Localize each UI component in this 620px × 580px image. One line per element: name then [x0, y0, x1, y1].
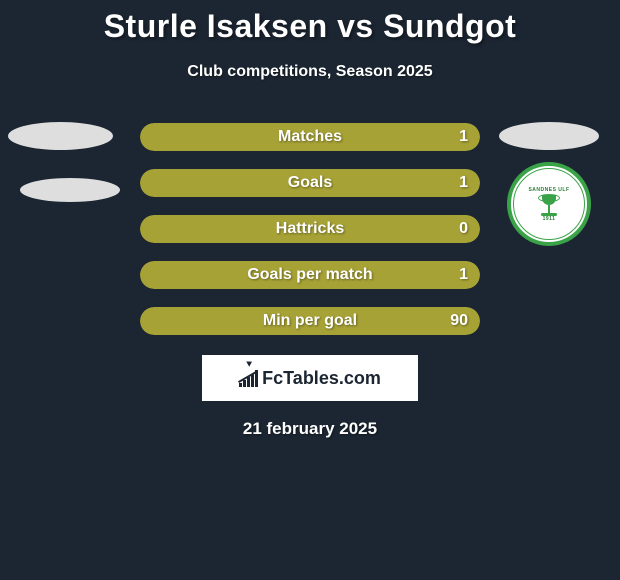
- stat-bar: Min per goal 90: [140, 307, 480, 335]
- logo-bar: [251, 374, 254, 387]
- logo-bar: [247, 377, 250, 387]
- stat-bar: Matches 1: [140, 123, 480, 151]
- club-badge: SANDNES ULF 1911: [507, 162, 591, 246]
- page-title: Sturle Isaksen vs Sundgot: [0, 0, 620, 45]
- stat-bar: Hattricks 0: [140, 215, 480, 243]
- stat-label: Goals per match: [247, 266, 372, 284]
- stat-bar: Goals 1: [140, 169, 480, 197]
- ellipse-shape: [20, 178, 120, 202]
- stat-value: 90: [450, 312, 468, 330]
- stat-fill-left: [140, 123, 290, 151]
- stat-bar: Goals per match 1: [140, 261, 480, 289]
- chart-icon: [239, 369, 258, 387]
- stat-value: 1: [459, 174, 468, 192]
- stat-label: Goals: [288, 174, 332, 192]
- logo-text: FcTables.com: [262, 368, 381, 389]
- right-badge-group: SANDNES ULF 1911: [499, 122, 599, 246]
- stat-fill-left: [140, 169, 300, 197]
- stat-value: 1: [459, 128, 468, 146]
- logo-bar: [239, 383, 242, 387]
- stat-label: Matches: [278, 128, 342, 146]
- footer-date: 21 february 2025: [0, 419, 620, 439]
- ellipse-shape: [499, 122, 599, 150]
- trophy-icon: [542, 195, 556, 205]
- ellipse-shape: [8, 122, 113, 150]
- subtitle: Club competitions, Season 2025: [0, 63, 620, 81]
- logo-bar: [243, 380, 246, 387]
- stat-value: 1: [459, 266, 468, 284]
- stat-label: Min per goal: [263, 312, 357, 330]
- stat-value: 0: [459, 220, 468, 238]
- left-placeholder-shapes: [8, 122, 120, 202]
- fctables-logo: FcTables.com: [202, 355, 418, 401]
- stat-label: Hattricks: [276, 220, 344, 238]
